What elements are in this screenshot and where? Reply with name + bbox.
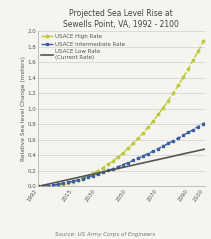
USACE Intermediate Rate (199, 124, 202, 127)
Legend: USACE High Rate, USACE Intermediate Rate, USACE Low Rate
(Current Rate): USACE High Rate, USACE Intermediate Rate… (40, 33, 126, 61)
USACE Intermediate Rate (116, 166, 118, 168)
USACE Low Rate
(Current Rate) (127, 165, 129, 168)
Title: Projected Sea Level Rise at
Sewells Point, VA, 1992 - 2100: Projected Sea Level Rise at Sewells Poin… (63, 9, 179, 29)
USACE Intermediate Rate (37, 185, 39, 188)
USACE Intermediate Rate (117, 165, 119, 168)
USACE High Rate (37, 185, 39, 188)
USACE Intermediate Rate (203, 121, 206, 124)
USACE Intermediate Rate (136, 157, 138, 160)
Line: USACE High Rate: USACE High Rate (37, 38, 206, 188)
USACE High Rate (117, 156, 119, 158)
USACE Low Rate
(Current Rate) (116, 167, 118, 170)
USACE High Rate (116, 156, 118, 159)
USACE Low Rate
(Current Rate) (199, 149, 202, 152)
USACE Low Rate
(Current Rate) (117, 167, 119, 170)
USACE High Rate (127, 147, 129, 150)
USACE Low Rate
(Current Rate) (173, 154, 176, 157)
USACE Low Rate
(Current Rate) (37, 185, 39, 188)
USACE Low Rate
(Current Rate) (136, 163, 138, 166)
USACE High Rate (203, 38, 206, 40)
USACE Low Rate
(Current Rate) (203, 148, 206, 151)
USACE High Rate (199, 45, 202, 48)
USACE High Rate (136, 138, 138, 141)
Line: USACE Intermediate Rate: USACE Intermediate Rate (37, 121, 206, 188)
Y-axis label: Relative Sea level Change (meters): Relative Sea level Change (meters) (22, 56, 26, 161)
USACE Intermediate Rate (127, 161, 129, 164)
USACE Intermediate Rate (173, 139, 176, 141)
Text: Source: US Army Corps of Engineers: Source: US Army Corps of Engineers (55, 232, 156, 237)
Line: USACE Low Rate
(Current Rate): USACE Low Rate (Current Rate) (38, 149, 205, 186)
USACE High Rate (173, 90, 176, 92)
